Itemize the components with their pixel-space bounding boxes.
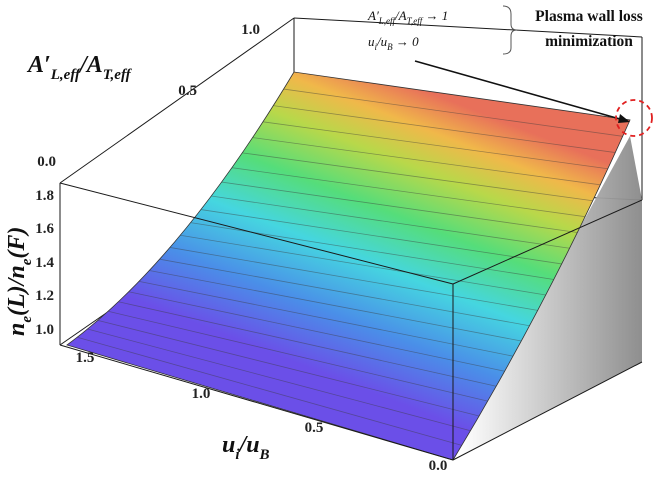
contour-line: [221, 181, 578, 233]
annotation-title-line-1: Plasma wall loss: [535, 8, 643, 25]
bounding-box-front: [59, 182, 643, 461]
contour-line: [231, 167, 586, 218]
highlight-circle: [615, 99, 653, 137]
x-axis-ticks: 1.5 1.0 0.5 0.0: [76, 350, 448, 474]
z-axis-ticks: 1.8 1.6 1.4 1.2 1.0: [35, 188, 54, 338]
contour-line: [87, 328, 471, 432]
contour-line: [108, 310, 488, 402]
contour-line: [118, 301, 497, 387]
y-tick-label: 0.0: [37, 154, 56, 170]
x-tick-label: 0.5: [305, 420, 324, 436]
contour-line: [200, 209, 562, 265]
annotation-arrow: [414, 60, 628, 122]
x-tick-label: 1.5: [76, 350, 95, 366]
x-axis-label: ui/uB: [222, 432, 270, 463]
contour-line: [138, 280, 514, 357]
contour-line: [149, 270, 522, 342]
contour-line: [128, 291, 505, 372]
z-tick-label: 1.0: [35, 322, 54, 338]
contour-line: [283, 88, 623, 137]
contour-line: [77, 336, 462, 446]
z-tick-label: 1.8: [35, 188, 54, 204]
contour-line: [262, 121, 608, 170]
contour-line: [169, 247, 538, 311]
y-axis-label: A′L,eff/AT,eff: [26, 52, 133, 83]
y-tick-label: 0.5: [178, 83, 197, 99]
annotation-condition-1: A′L,eff/AT,eff → 1: [367, 8, 448, 26]
contour-line: [97, 319, 480, 417]
z-axis-label: ne(L)/ne(F): [4, 227, 35, 336]
annotation-arrowhead: [618, 114, 630, 123]
contour-line: [273, 105, 616, 153]
x-tick-label: 0.0: [429, 458, 448, 474]
annotation-condition-2: ui/uB → 0: [368, 34, 419, 52]
z-tick-label: 1.6: [35, 221, 54, 237]
y-axis-ticks: 1.0 0.5 0.0: [37, 22, 260, 170]
surface: [66, 71, 631, 461]
y-tick-label: 1.0: [241, 22, 260, 38]
contour-line: [242, 152, 593, 202]
annotation-title-line-2: minimization: [545, 33, 633, 50]
x-tick-label: 1.0: [192, 386, 211, 402]
surface-contours: [77, 88, 623, 446]
annotation: A′L,eff/AT,eff → 1 ui/uB → 0 Plasma wall…: [367, 5, 653, 137]
contour-line: [211, 195, 570, 249]
annotation-brace: [502, 5, 518, 55]
contour-line: [252, 137, 601, 186]
z-tick-label: 1.2: [35, 288, 54, 304]
z-tick-label: 1.4: [35, 255, 54, 271]
contour-line: [159, 258, 530, 327]
contour-line: [180, 234, 546, 296]
